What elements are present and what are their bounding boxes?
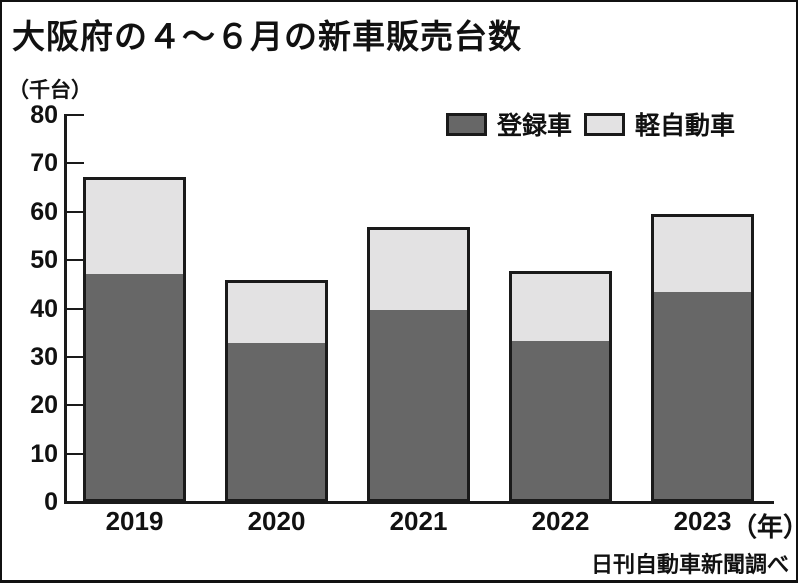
y-axis-tick-label: 20 — [30, 391, 58, 420]
legend-item-registered: 登録車 — [446, 106, 572, 142]
bar-segment-registered-2023 — [651, 292, 754, 502]
x-axis-label-2020: 2020 — [247, 506, 306, 536]
x-axis-line — [64, 501, 774, 504]
y-axis-tick — [67, 162, 84, 165]
y-axis-line — [64, 114, 67, 504]
chart-title: 大阪府の４～６月の新車販売台数 — [12, 18, 522, 55]
x-axis-unit-label: （年） — [731, 512, 796, 542]
bar-segment-registered-2022 — [509, 341, 612, 502]
y-axis-tick — [67, 114, 84, 116]
y-axis-tick-label: 70 — [30, 149, 58, 178]
y-axis-tick — [67, 259, 84, 262]
y-axis-tick-label: 80 — [30, 101, 58, 129]
y-axis-tick-label: 30 — [30, 342, 58, 371]
y-axis-unit-label: （千台） — [8, 79, 92, 102]
x-axis-label-2021: 2021 — [389, 506, 448, 536]
bar-segment-kei-2020 — [225, 280, 328, 346]
bar-segment-kei-2021 — [367, 227, 470, 313]
x-axis-label-2023: 2023 — [673, 506, 732, 536]
y-axis-tick — [67, 355, 84, 358]
legend-label-registered: 登録車 — [497, 112, 573, 140]
legend-item-kei: 軽自動車 — [584, 106, 735, 142]
bar-segment-kei-2019 — [83, 177, 186, 277]
y-axis-tick — [67, 452, 84, 455]
y-axis-tick — [67, 404, 84, 407]
y-axis-tick — [67, 210, 84, 213]
legend-swatch-registered — [446, 112, 487, 136]
y-axis-tick-label: 40 — [30, 294, 58, 323]
bar-segment-kei-2023 — [651, 214, 754, 296]
source-credit: 日刊自動車新聞調べ — [590, 552, 789, 577]
x-axis-label-2022: 2022 — [531, 506, 590, 536]
x-axis-label-2019: 2019 — [105, 506, 164, 536]
bar-segment-kei-2022 — [509, 270, 612, 345]
y-axis-tick-label: 60 — [30, 197, 58, 226]
y-axis-tick — [67, 307, 84, 310]
y-axis-tick-label: 50 — [30, 246, 58, 275]
bar-segment-registered-2020 — [225, 342, 328, 502]
y-axis-tick-label: 0 — [44, 488, 58, 516]
bar-segment-registered-2021 — [367, 309, 470, 502]
legend: 登録車 軽自動車 — [446, 106, 735, 142]
bar-segment-registered-2019 — [83, 273, 186, 502]
legend-swatch-kei — [584, 112, 626, 136]
legend-label-kei: 軽自動車 — [635, 112, 736, 140]
y-axis-tick-label: 10 — [30, 439, 58, 468]
